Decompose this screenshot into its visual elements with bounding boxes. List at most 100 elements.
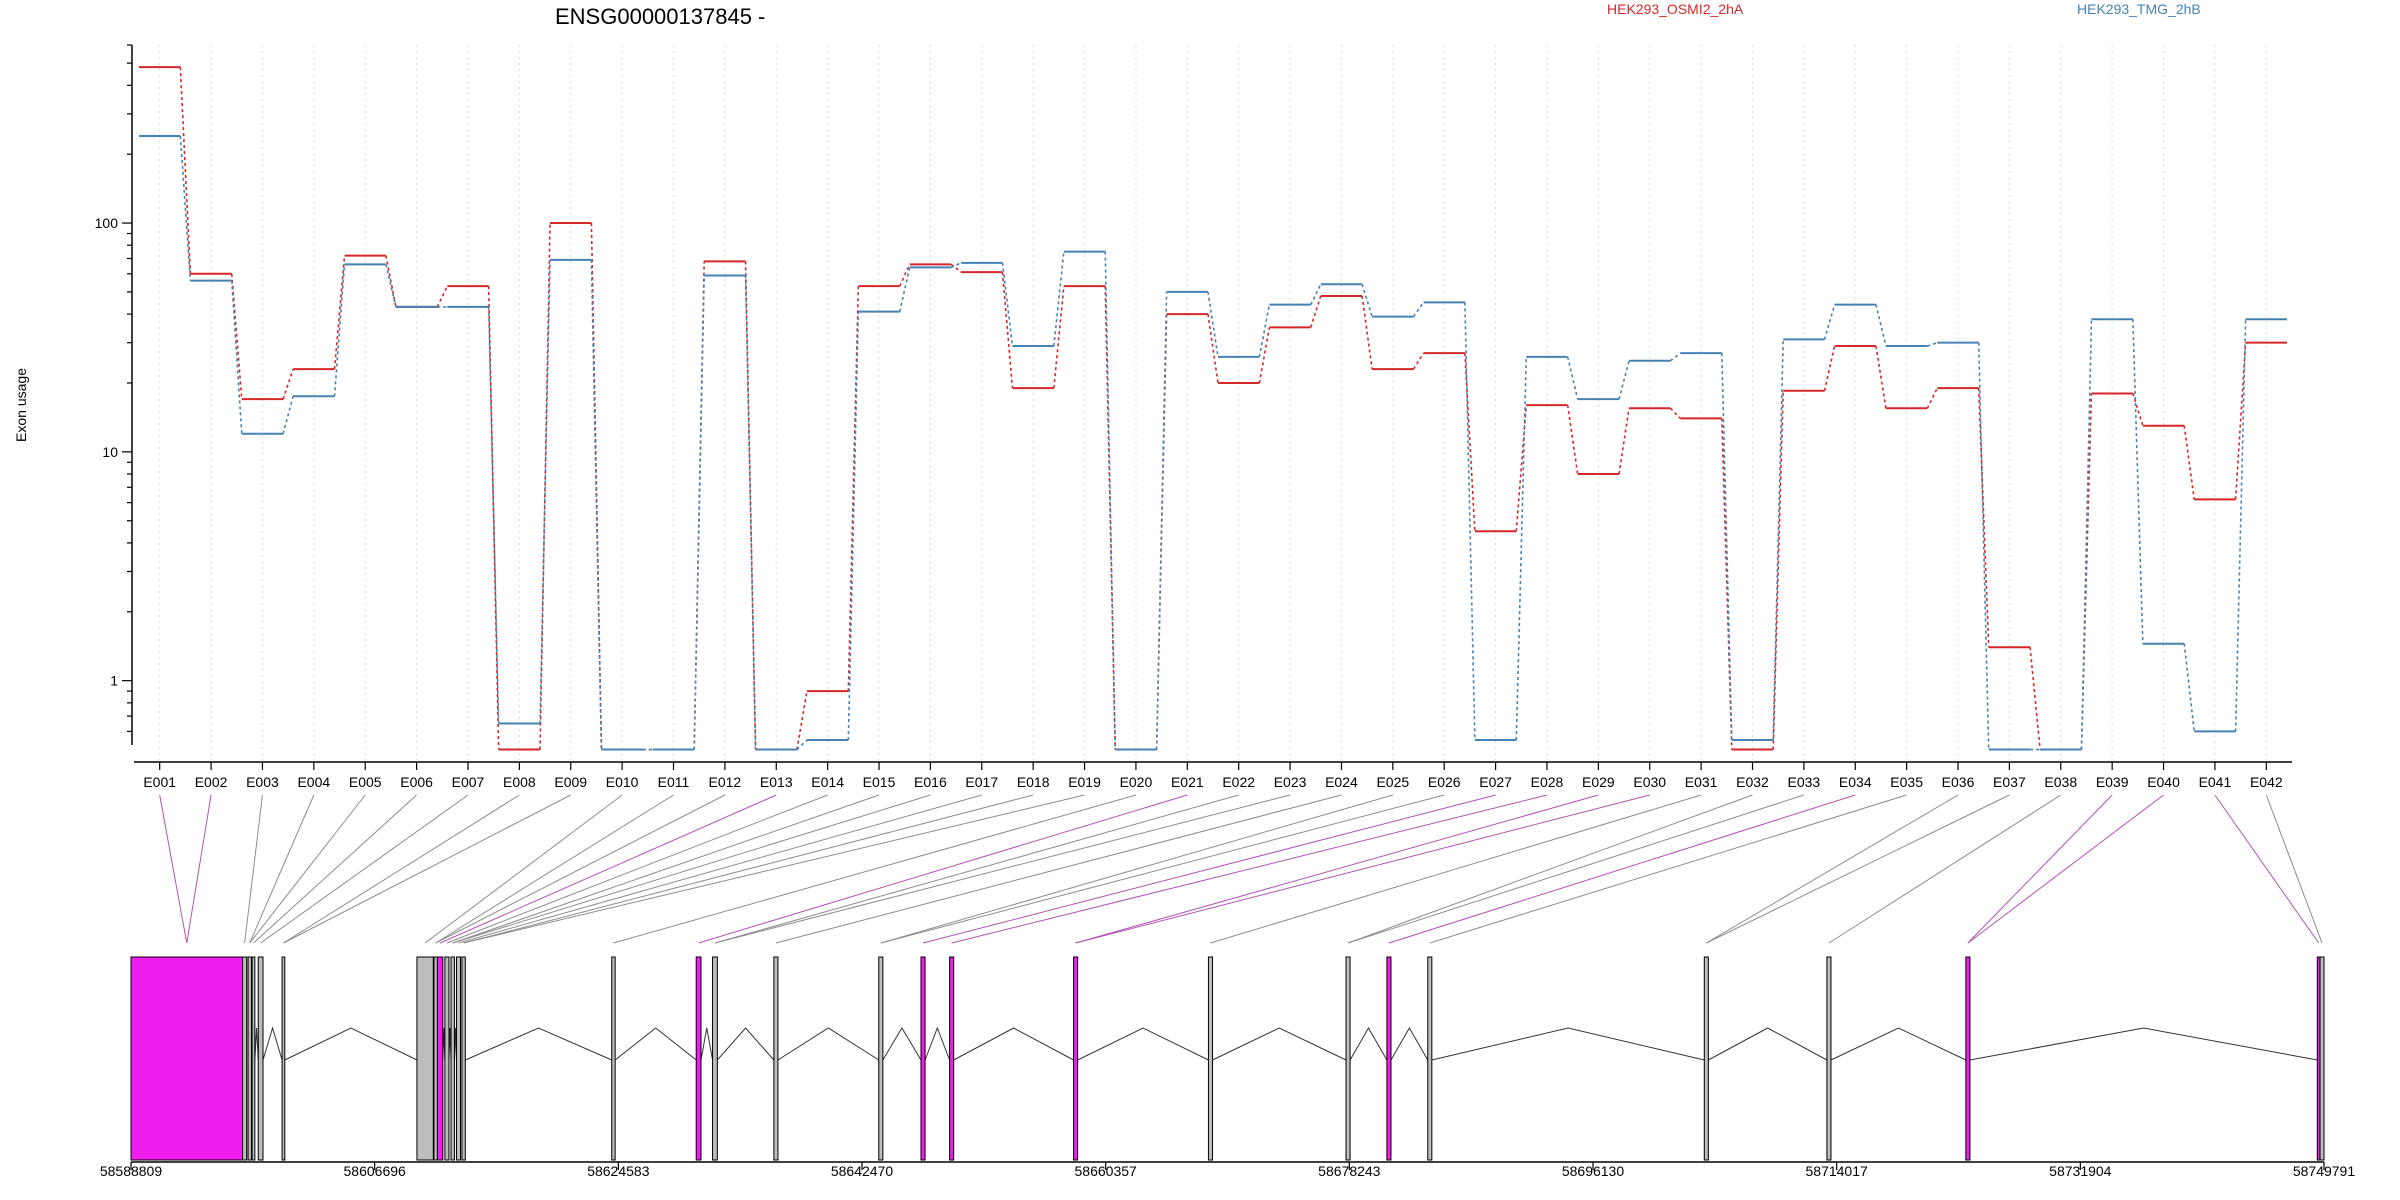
- x-tick-label: E003: [246, 774, 279, 790]
- data-connector: [1823, 345, 1836, 391]
- exon-connector-line: [260, 794, 469, 944]
- exon-box: [920, 956, 926, 1161]
- exon-connector-line: [1967, 794, 2113, 944]
- data-connector: [1669, 352, 1681, 362]
- exon-connector-line: [1967, 794, 2164, 944]
- data-connector: [1926, 387, 1939, 409]
- data-connector: [1618, 360, 1630, 400]
- data-connector: [1977, 388, 1990, 648]
- x-tick-label: E028: [1531, 774, 1564, 790]
- genomic-tick-label: 58749791: [2293, 1163, 2356, 1179]
- x-tick-label: E015: [863, 774, 896, 790]
- intron-line: [1390, 1026, 1429, 1061]
- data-connector: [2080, 393, 2093, 750]
- exon-connector-line: [698, 794, 1188, 944]
- x-tick-label: E042: [2250, 774, 2283, 790]
- exon-box: [1965, 956, 1971, 1161]
- genomic-axis: 58588809 58606696 58624583 58642470 58660357…: [100, 1161, 2356, 1179]
- x-tick-label: E012: [709, 774, 742, 790]
- exon-connector-line: [463, 794, 1034, 944]
- exon-box: [450, 956, 455, 1161]
- data-connector: [898, 264, 911, 287]
- x-tick-label: E034: [1839, 774, 1872, 790]
- exon-box: [878, 956, 884, 1161]
- x-tick-label: E020: [1120, 774, 1153, 790]
- data-connector: [487, 286, 500, 750]
- exon-box: [242, 956, 248, 1161]
- data-connector: [179, 67, 192, 274]
- data-connector: [1361, 295, 1373, 370]
- exon-box: [1826, 956, 1832, 1161]
- data-connector: [1566, 405, 1579, 475]
- x-tick-label: E022: [1222, 774, 1255, 790]
- exon-box: [416, 956, 434, 1161]
- exon-box: [1386, 956, 1392, 1161]
- intron-line: [700, 1027, 714, 1061]
- intron-line: [254, 1027, 259, 1061]
- data-connector: [1258, 304, 1271, 358]
- exon-connector-line: [2214, 794, 2320, 944]
- x-tick-label: E018: [1017, 774, 1050, 790]
- data-connector: [282, 396, 294, 434]
- x-tick-label: E024: [1325, 774, 1358, 790]
- data-connector: [2132, 393, 2144, 427]
- intron-line: [1431, 1027, 1705, 1061]
- exon-box: [251, 956, 256, 1161]
- exon-box: [1345, 956, 1351, 1161]
- x-tick-label: E011: [658, 774, 690, 790]
- data-connector: [1412, 301, 1425, 318]
- data-connector: [333, 255, 346, 370]
- exon-connector-line: [452, 794, 931, 944]
- exon-connector-line: [714, 794, 1291, 944]
- exon-box: [2319, 956, 2325, 1161]
- x-tick-label: E008: [503, 774, 536, 790]
- data-connector: [385, 255, 397, 308]
- data-connector: [744, 275, 757, 750]
- data-connector: [1412, 352, 1425, 370]
- data-connector: [539, 259, 551, 724]
- intron-line: [953, 1027, 1074, 1061]
- intron-line: [1212, 1027, 1347, 1061]
- x-tick-label: E016: [914, 774, 947, 790]
- exon-box: [436, 956, 444, 1161]
- y-tick-label: 10: [102, 444, 118, 460]
- x-tick-label: E009: [554, 774, 587, 790]
- exon-connector-line: [249, 794, 315, 944]
- data-connector: [693, 275, 705, 750]
- x-tick-label: E021: [1171, 774, 1204, 790]
- exon-box: [461, 956, 466, 1161]
- data-connector: [1104, 251, 1117, 750]
- exon-connector-line: [2265, 794, 2323, 944]
- intron-line: [1969, 1027, 2318, 1061]
- data-connector: [1721, 353, 1733, 741]
- intron-line: [1077, 1027, 1209, 1061]
- exon-connector-line: [1347, 794, 1753, 944]
- data-connector: [1001, 272, 1014, 389]
- data-connector: [1464, 302, 1476, 741]
- data-connector: [1053, 286, 1065, 389]
- genomic-tick-label: 58696130: [1562, 1163, 1625, 1179]
- data-connector: [385, 264, 397, 308]
- x-tick-label: E027: [1479, 774, 1512, 790]
- exon-connector-line: [159, 794, 188, 944]
- intron-line: [262, 1026, 283, 1061]
- series-layer: [139, 66, 2287, 751]
- exon-connector-line: [253, 794, 417, 944]
- x-tick-label: E006: [400, 774, 433, 790]
- exon-connector-line: [714, 794, 1239, 944]
- x-tick-label: E013: [760, 774, 793, 790]
- intron-line: [777, 1027, 880, 1061]
- genomic-tick-label: 58678243: [1318, 1163, 1381, 1179]
- data-connector: [2183, 643, 2196, 732]
- exon-connector-line: [1075, 794, 1650, 944]
- data-connector: [1310, 283, 1322, 305]
- exon-connector-line: [249, 794, 366, 944]
- x-tick-label: E023: [1274, 774, 1307, 790]
- exon-connector-line: [1347, 794, 1805, 944]
- intron-line: [924, 1026, 951, 1061]
- intron-line: [1830, 1027, 1967, 1061]
- exon-connector-line: [1429, 794, 1907, 944]
- genomic-tick-label: 58642470: [831, 1163, 894, 1179]
- exon-connector-line: [880, 794, 1393, 944]
